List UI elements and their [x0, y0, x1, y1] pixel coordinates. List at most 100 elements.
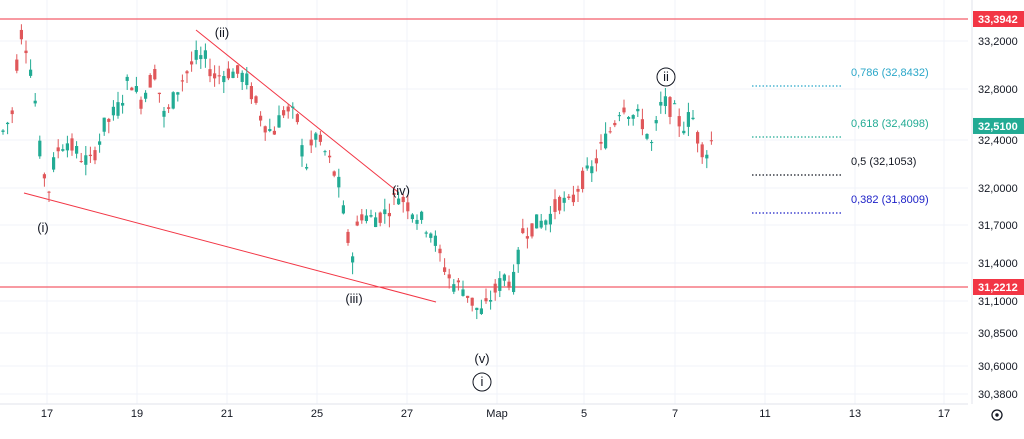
candle: [553, 189, 557, 220]
lower-trendline: [23, 192, 437, 303]
candle-body: [392, 192, 396, 195]
candle-body: [447, 274, 451, 279]
candle-body: [162, 110, 166, 117]
last-price-tag: [973, 117, 1024, 134]
y-tick-label: 32,0000: [978, 183, 1018, 195]
candle: [116, 91, 120, 119]
candle-body: [567, 196, 571, 198]
candle-body: [585, 165, 589, 169]
candle: [194, 40, 198, 65]
candle: [369, 209, 373, 218]
fib-level-label: 0,618 (32,4098): [851, 118, 929, 130]
wave-label-circle: [656, 67, 676, 87]
candle-body: [300, 145, 304, 157]
candle-body: [521, 228, 525, 234]
candle-body: [631, 115, 635, 119]
candle: [29, 59, 33, 78]
candle: [121, 94, 125, 114]
candle: [677, 108, 681, 137]
candle-body: [622, 107, 626, 113]
candle-body: [323, 151, 327, 153]
candle-body: [259, 115, 263, 121]
candle: [645, 133, 649, 141]
candle-body: [364, 215, 368, 222]
candle: [107, 117, 111, 134]
candle-body: [167, 107, 171, 109]
candle-body: [397, 198, 401, 205]
y-tick-label: 32,8000: [978, 84, 1018, 96]
candle-body: [696, 132, 700, 144]
candle-body: [295, 114, 299, 123]
candle-body: [682, 130, 686, 134]
candle: [447, 268, 451, 289]
candle: [245, 67, 249, 90]
candle-body: [553, 199, 557, 212]
candle: [420, 210, 424, 224]
candle-body: [75, 146, 79, 154]
candle: [475, 307, 479, 320]
candle-body: [673, 103, 677, 105]
wave-labels: (i)(ii)(iii)(iv)(v)iii: [37, 25, 676, 392]
x-tick-label: 19: [131, 408, 143, 420]
wave-label: i: [481, 374, 484, 389]
candle-body: [171, 92, 175, 109]
candle-body: [424, 232, 428, 234]
candle-body: [571, 194, 575, 203]
candle: [291, 102, 295, 119]
candle: [88, 146, 92, 163]
candle-body: [700, 144, 704, 158]
candle: [512, 264, 516, 295]
candle: [282, 106, 286, 119]
candle: [558, 195, 562, 215]
candle-body: [360, 214, 364, 221]
candle-body: [282, 110, 286, 116]
y-axis[interactable]: 33,2000 32,8000 32,4000 32,0000 31,7000 31,40…: [971, 0, 1024, 404]
candle-body: [420, 211, 424, 220]
candle: [415, 214, 419, 230]
candle: [144, 90, 148, 103]
candle: [613, 120, 617, 128]
candle-body: [452, 284, 456, 292]
candle-body: [157, 92, 161, 95]
candle-body: [705, 154, 709, 159]
y-tick-label: 30,3800: [978, 389, 1018, 401]
candle-body: [677, 116, 681, 127]
candle-body: [56, 147, 60, 152]
candle-body: [429, 233, 433, 238]
candle: [640, 108, 644, 136]
candle: [134, 76, 138, 94]
candle-body: [668, 97, 672, 117]
candle-body: [38, 140, 42, 157]
candle-body: [309, 139, 313, 146]
candle: [360, 208, 364, 224]
candle: [410, 213, 414, 223]
candle: [323, 149, 327, 156]
y-tick-label: 31,1000: [978, 296, 1018, 308]
x-tick-label: 5: [581, 408, 587, 420]
x-axis[interactable]: 17 19 21 25 27 Мар 5 7 11 13 17: [0, 403, 968, 420]
candle: [627, 115, 631, 126]
candle: [79, 152, 83, 163]
candle-body: [466, 295, 470, 298]
candle-body: [213, 73, 217, 79]
candle-body: [581, 170, 585, 189]
settings-gear-icon[interactable]: [991, 409, 1003, 421]
candle-body: [1, 130, 5, 132]
candle-body: [374, 217, 378, 228]
candle: [456, 277, 460, 291]
candle: [364, 209, 368, 224]
candle: [479, 299, 483, 315]
candle-body: [415, 219, 419, 224]
candle: [337, 168, 341, 198]
candle: [125, 74, 129, 90]
wave-label: (v): [474, 351, 489, 366]
candle-body: [102, 117, 106, 132]
candle: [42, 172, 46, 187]
candle: [65, 135, 69, 158]
candle: [231, 68, 235, 79]
candle-body: [383, 209, 387, 215]
candle-body: [318, 134, 322, 142]
candle-body: [525, 236, 529, 239]
